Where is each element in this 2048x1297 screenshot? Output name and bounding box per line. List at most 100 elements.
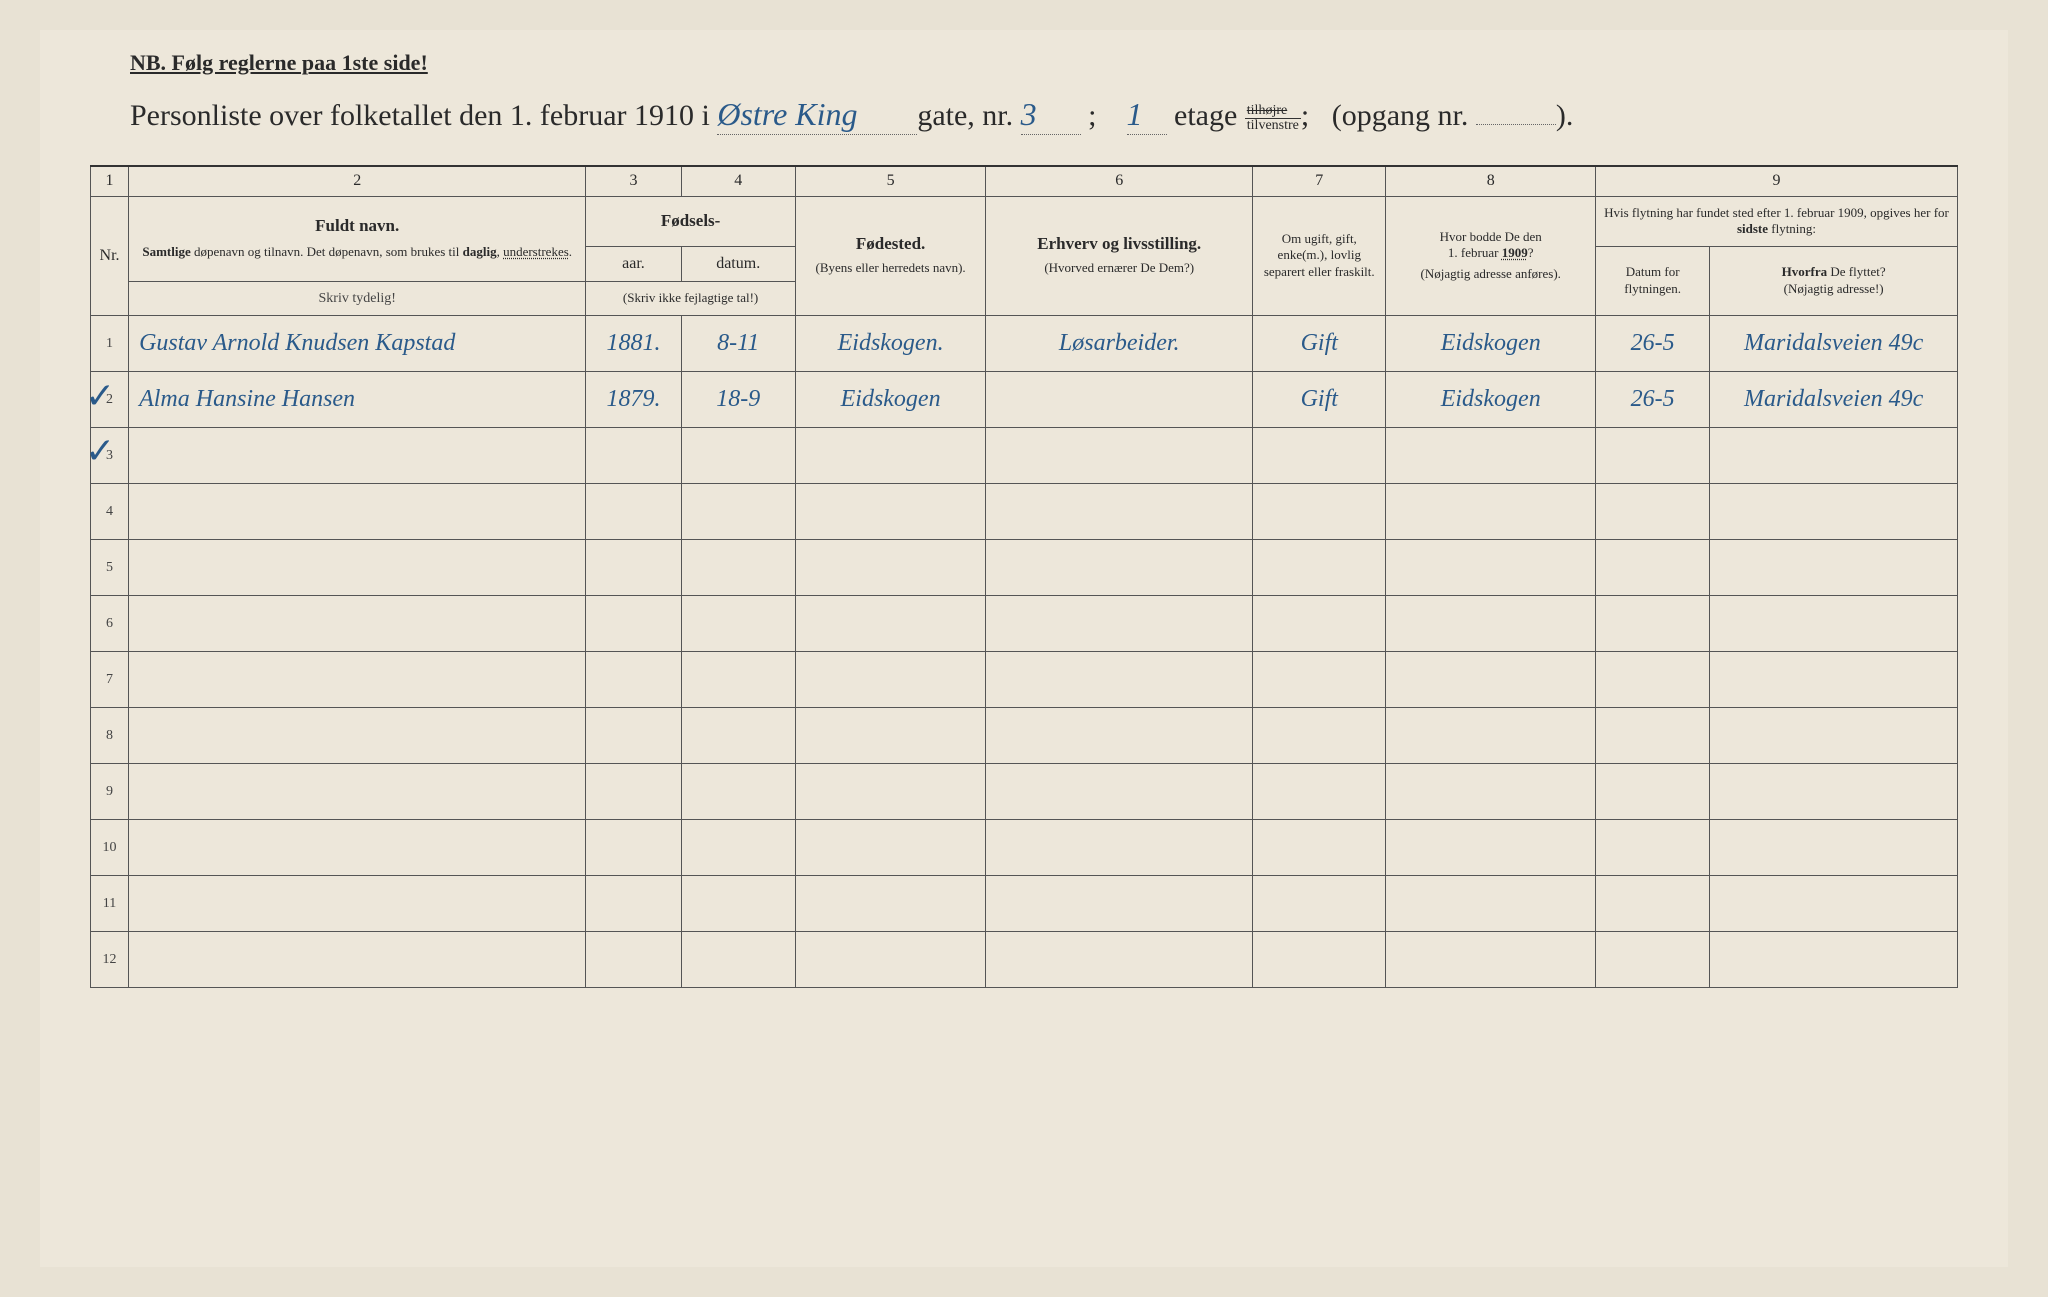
table-cell [1253, 876, 1386, 932]
hdr-movedate: Datum for flytningen. [1595, 247, 1709, 316]
street-name-hw: Østre King [717, 96, 917, 135]
colnum-8: 8 [1386, 166, 1596, 196]
hdr-address1909: Hvor bodde De den1. februar 1909? (Nøjag… [1386, 196, 1596, 316]
table-cell: Eidskogen [1386, 372, 1596, 428]
table-cell [795, 484, 986, 540]
table-cell [1595, 932, 1709, 988]
table-cell [1253, 540, 1386, 596]
table-cell [986, 932, 1253, 988]
table-cell [586, 652, 681, 708]
hdr-fodsels: Fødsels- [586, 196, 796, 247]
table-cell [586, 708, 681, 764]
table-cell [129, 484, 586, 540]
table-row: 9 [91, 764, 1958, 820]
table-cell: 1881. [586, 316, 681, 372]
table-cell [795, 876, 986, 932]
census-document: NB. Følg reglerne paa 1ste side! Personl… [40, 30, 2008, 1267]
nb-notice: NB. Følg reglerne paa 1ste side! [130, 50, 1958, 76]
table-cell [986, 764, 1253, 820]
table-cell [129, 596, 586, 652]
table-cell [795, 596, 986, 652]
hdr-fodested-sub: (Byens eller herredets navn). [800, 260, 982, 277]
column-number-row: 1 2 3 4 5 6 7 8 9 [91, 166, 1958, 196]
hdr-datum: datum. [681, 247, 795, 282]
table-cell [986, 372, 1253, 428]
table-cell [1595, 484, 1709, 540]
table-cell [795, 708, 986, 764]
census-table: 1 2 3 4 5 6 7 8 9 Nr. Fuldt navn. Samtli… [90, 165, 1958, 988]
table-cell [681, 540, 795, 596]
table-cell: Gustav Arnold Knudsen Kapstad [129, 316, 586, 372]
table-cell [129, 428, 586, 484]
table-cell [1710, 596, 1958, 652]
table-cell [129, 540, 586, 596]
table-cell [1386, 652, 1596, 708]
table-cell [1710, 820, 1958, 876]
table-cell [1710, 484, 1958, 540]
table-cell [1386, 708, 1596, 764]
table-cell [1253, 596, 1386, 652]
table-cell [129, 708, 586, 764]
table-cell [1710, 428, 1958, 484]
table-cell [1595, 764, 1709, 820]
table-cell [1253, 932, 1386, 988]
table-row: 1Gustav Arnold Knudsen Kapstad1881.8-11E… [91, 316, 1958, 372]
hdr-erhverv-sub: (Hvorved ernærer De Dem?) [990, 260, 1248, 277]
table-cell [681, 596, 795, 652]
table-cell [1386, 876, 1596, 932]
table-cell [986, 596, 1253, 652]
hdr-name-main: Fuldt navn. [133, 216, 581, 236]
hdr-nr: Nr. [91, 196, 129, 316]
table-cell [681, 764, 795, 820]
table-cell: 8 [91, 708, 129, 764]
table-row: 5 [91, 540, 1958, 596]
table-cell [681, 652, 795, 708]
table-cell [681, 932, 795, 988]
table-cell [681, 876, 795, 932]
title-prefix: Personliste over folketallet den 1. febr… [130, 99, 710, 132]
table-cell [681, 820, 795, 876]
table-cell [986, 540, 1253, 596]
table-cell [1595, 540, 1709, 596]
table-cell: 26-5 [1595, 316, 1709, 372]
table-cell [586, 876, 681, 932]
table-cell [586, 428, 681, 484]
table-cell: 6 [91, 596, 129, 652]
opgang-val [1476, 123, 1556, 125]
venstre-label: tilvenstre [1245, 119, 1301, 133]
table-cell [986, 652, 1253, 708]
table-row: 8 [91, 708, 1958, 764]
table-cell [986, 428, 1253, 484]
table-row: 4 [91, 484, 1958, 540]
table-cell: Gift [1253, 316, 1386, 372]
table-body: 1Gustav Arnold Knudsen Kapstad1881.8-11E… [91, 316, 1958, 988]
semi2: ; [1301, 99, 1309, 132]
table-cell [1386, 540, 1596, 596]
colnum-1: 1 [91, 166, 129, 196]
table-row: 3 [91, 428, 1958, 484]
table-cell [586, 932, 681, 988]
table-row: 11 [91, 876, 1958, 932]
table-cell [1253, 708, 1386, 764]
table-cell [1710, 708, 1958, 764]
checkmark-2: ✓ [85, 430, 115, 472]
table-cell: 1879. [586, 372, 681, 428]
table-cell [1595, 820, 1709, 876]
table-cell [129, 652, 586, 708]
hdr-flytning: Hvis flytning har fundet sted efter 1. f… [1595, 196, 1957, 247]
table-cell [986, 484, 1253, 540]
table-cell [795, 652, 986, 708]
table-cell: Eidskogen [1386, 316, 1596, 372]
table-cell: 1 [91, 316, 129, 372]
checkmark-1: ✓ [85, 375, 115, 417]
table-cell [1386, 428, 1596, 484]
hdr-erhverv: Erhverv og livsstilling. (Hvorved ernære… [986, 196, 1253, 316]
table-cell [1710, 540, 1958, 596]
table-row: 6 [91, 596, 1958, 652]
table-cell [1386, 764, 1596, 820]
table-cell [795, 932, 986, 988]
title-line: Personliste over folketallet den 1. febr… [130, 96, 1958, 135]
table-cell [1253, 764, 1386, 820]
hdr-movefrom: Hvorfra De flyttet? (Nøjagtig adresse!) [1710, 247, 1958, 316]
table-cell [1710, 764, 1958, 820]
